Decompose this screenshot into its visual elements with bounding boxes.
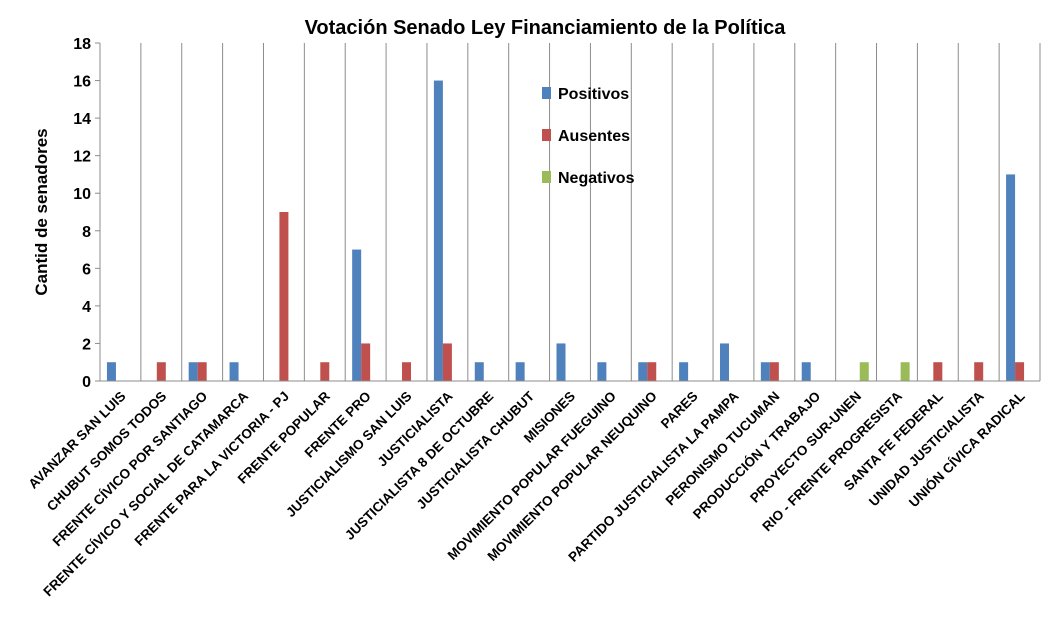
bar-positivos [229, 362, 239, 381]
bar-ausentes [320, 362, 330, 381]
bar-positivos [760, 362, 770, 381]
y-tick-label: 6 [82, 261, 91, 278]
legend-label-positivos: Positivos [558, 86, 629, 103]
y-tick-label: 18 [73, 36, 91, 53]
bar-ausentes [279, 212, 289, 381]
y-tick-label: 10 [73, 186, 91, 203]
legend-swatch-negativos [542, 171, 551, 183]
bar-ausentes [361, 343, 371, 381]
bar-positivos [801, 362, 811, 381]
bar-positivos [188, 362, 198, 381]
bar-positivos [638, 362, 648, 381]
bar-ausentes [402, 362, 412, 381]
bar-positivos [719, 343, 729, 381]
y-tick-label: 14 [73, 111, 91, 128]
chart-title: Votación Senado Ley Financiamiento de la… [305, 17, 787, 39]
bar-ausentes [156, 362, 166, 381]
bar-positivos [1006, 174, 1016, 381]
bar-positivos [515, 362, 525, 381]
bar-negativos [859, 362, 869, 381]
bar-positivos [679, 362, 689, 381]
bar-positivos [433, 80, 443, 382]
bar-positivos [106, 362, 116, 381]
y-tick-label: 8 [82, 224, 91, 241]
axes [99, 43, 1040, 382]
bar-negativos [900, 362, 910, 381]
y-tick-label: 12 [73, 149, 91, 166]
y-tick-label: 0 [82, 374, 91, 391]
bar-ausentes [1015, 362, 1025, 381]
category-gridlines [99, 43, 1041, 381]
x-category-label: JUSTICIALISTA [375, 388, 456, 469]
bar-ausentes [974, 362, 984, 381]
bar-ausentes [769, 362, 779, 381]
x-category-label: FRENTE CÍVICO POR SANTIAGO [50, 389, 211, 550]
bar-ausentes [647, 362, 657, 381]
x-category-label: JUSTICIALISTA 8 DE OCTUBRE [342, 389, 496, 543]
bars [106, 80, 1025, 382]
legend-label-negativos: Negativos [558, 170, 635, 187]
legend: Positivos Ausentes Negativos [542, 86, 635, 187]
bar-ausentes [933, 362, 943, 381]
y-tick-label: 16 [73, 74, 91, 91]
y-tick-label: 4 [82, 299, 91, 316]
y-ticks: 0 2 4 6 8 10 12 14 16 18 [73, 36, 100, 391]
y-tick-label: 2 [82, 336, 91, 353]
legend-label-ausentes: Ausentes [558, 128, 630, 145]
y-axis-label: Cantid de senadores [32, 128, 51, 295]
bar-positivos [474, 362, 484, 381]
bar-positivos [556, 343, 566, 381]
legend-swatch-ausentes [542, 129, 551, 141]
legend-swatch-positivos [542, 87, 551, 99]
bar-ausentes [442, 343, 452, 381]
bar-ausentes [197, 362, 207, 381]
bar-positivos [597, 362, 607, 381]
bar-positivos [352, 249, 362, 381]
